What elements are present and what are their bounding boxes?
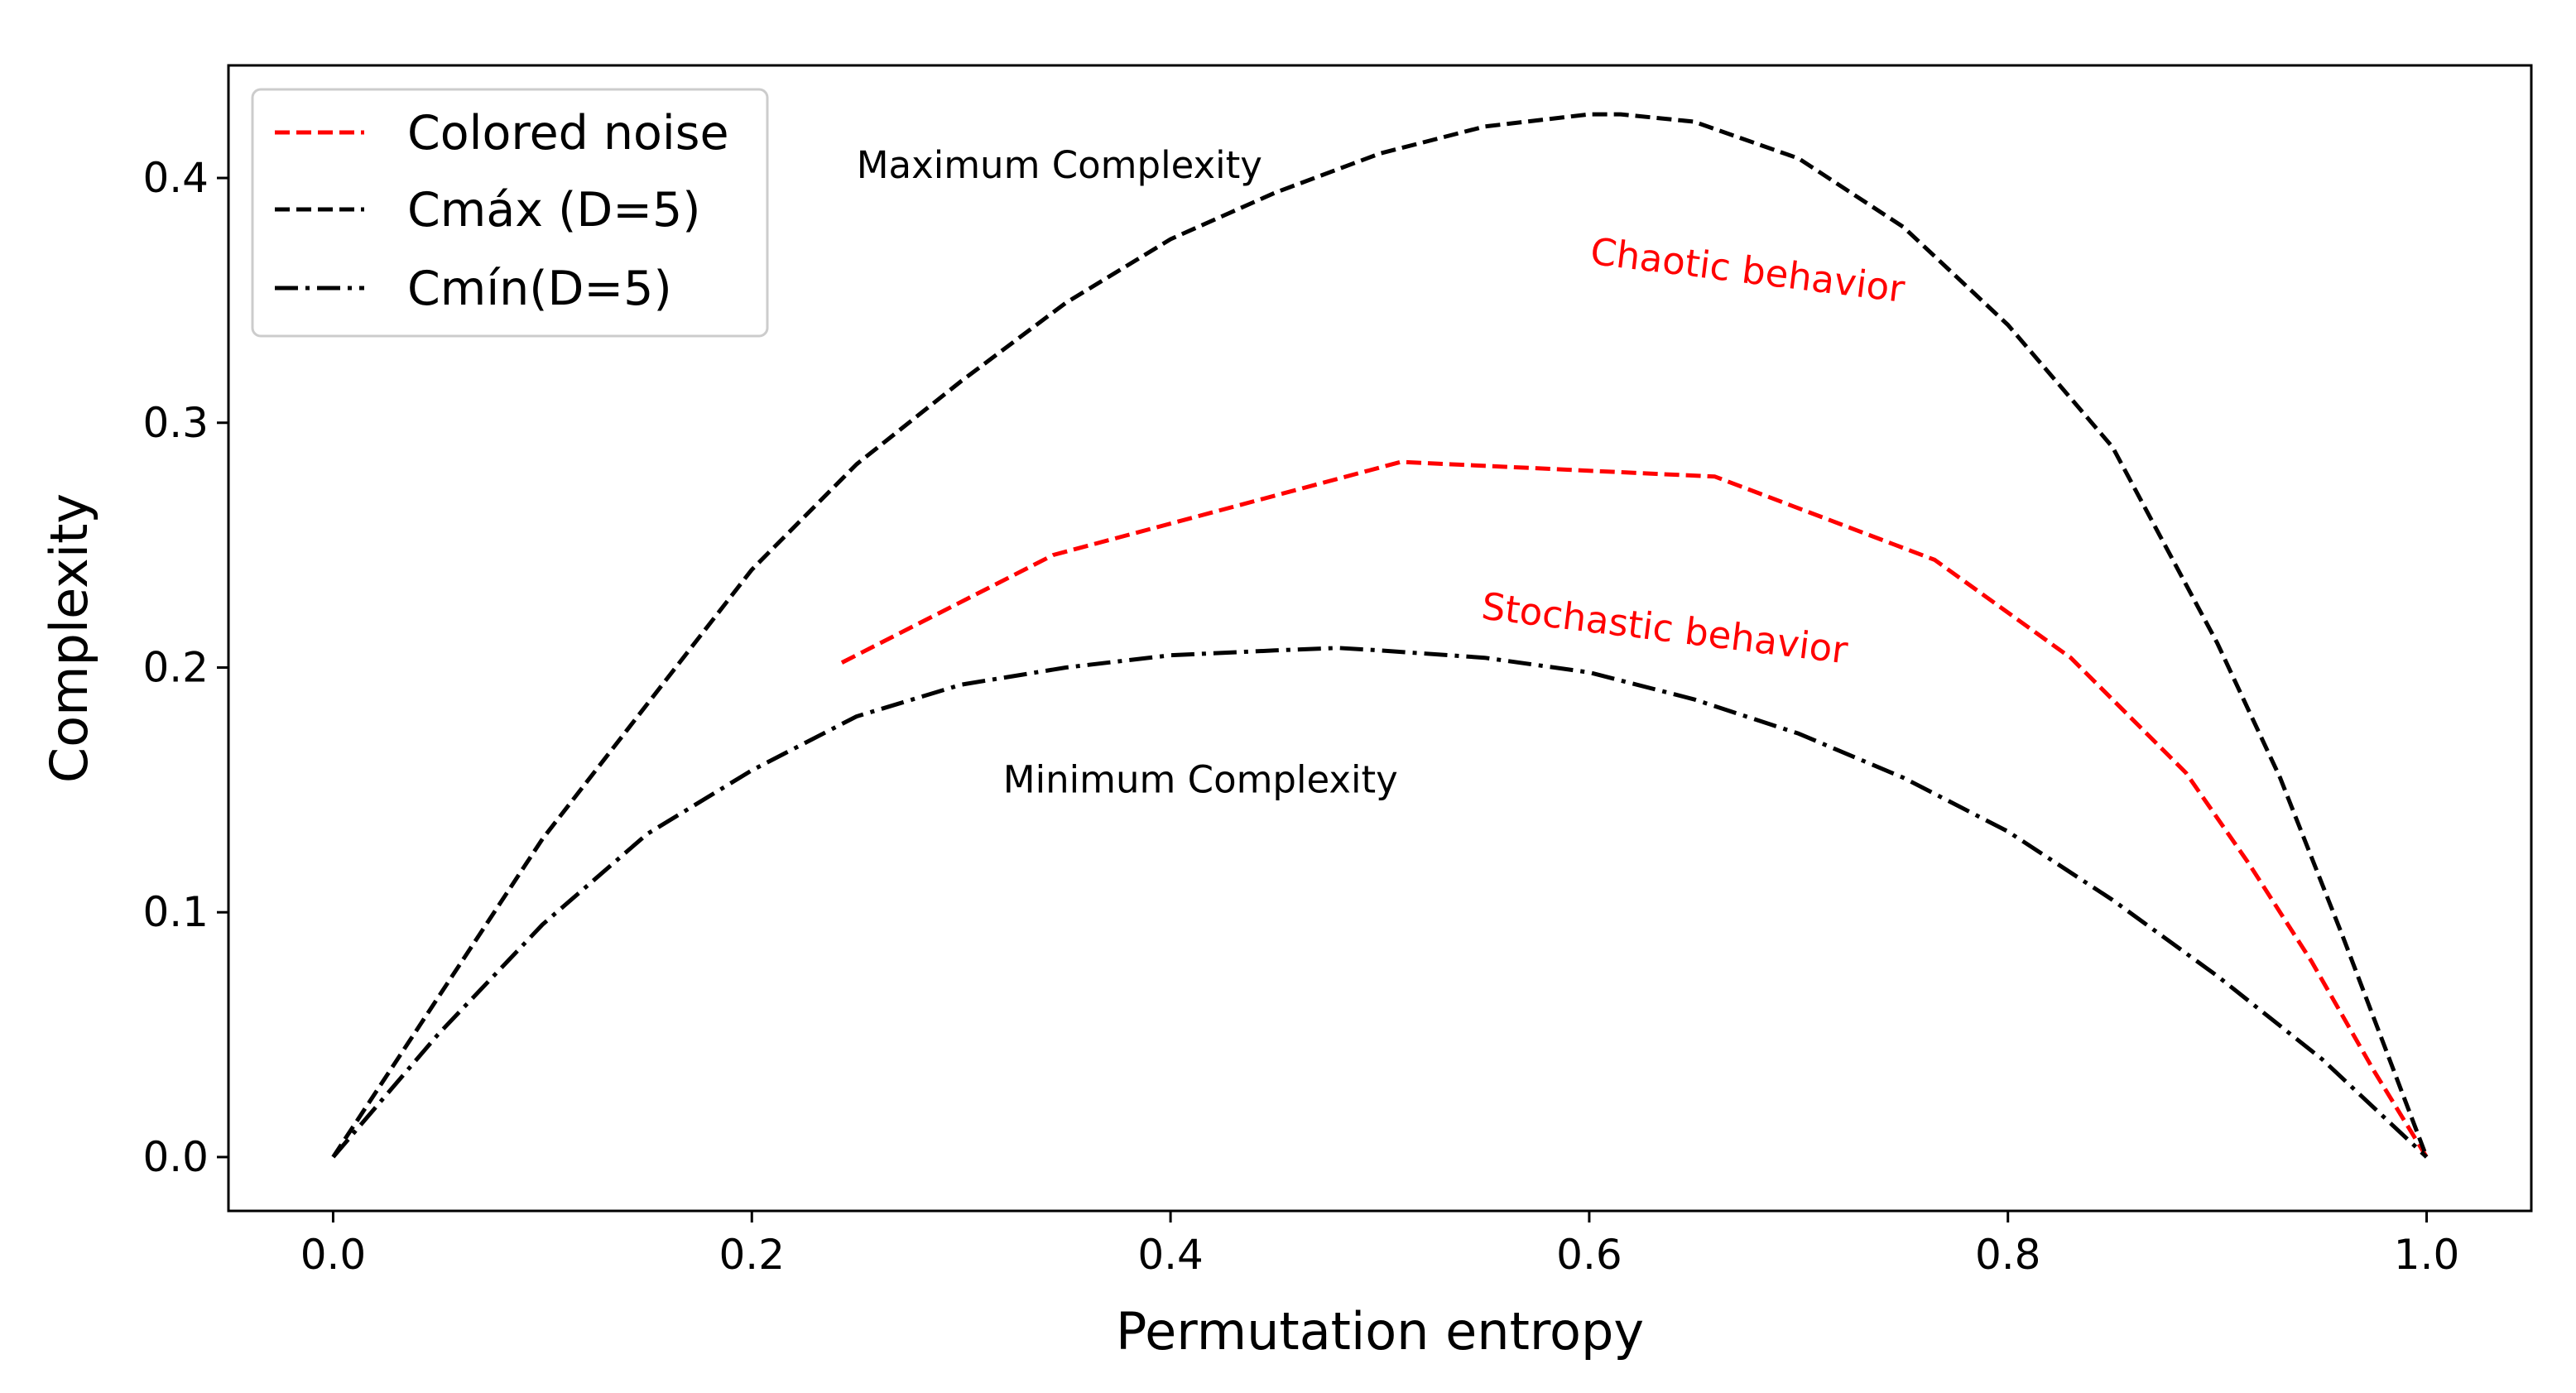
annotation-minimum-complexity: Minimum Complexity xyxy=(1003,757,1398,801)
series-layer xyxy=(331,112,2429,1159)
axis-layer: 0.0 0.2 0.4 0.6 0.8 1.0 0.0 0.1 0.2 0.3 0.4 xyxy=(142,154,2459,1279)
x-tick-label: 0.0 xyxy=(300,1231,367,1279)
x-tick-label: 0.6 xyxy=(1556,1231,1622,1279)
legend-label-cmin: Cmín(D=5) xyxy=(407,262,672,316)
y-tick-label: 0.4 xyxy=(142,154,209,202)
plot-frame xyxy=(227,64,2533,1213)
y-tick-label: 0.3 xyxy=(142,399,209,447)
series-line-colored-noise xyxy=(840,459,2429,1159)
x-tick-label: 1.0 xyxy=(2394,1231,2460,1279)
legend-box xyxy=(251,88,769,338)
y-tick-label: 0.1 xyxy=(142,888,209,936)
x-tick-label: 0.8 xyxy=(1975,1231,2041,1279)
y-tick-label: 0.2 xyxy=(142,643,209,691)
legend-label-cmax: Cmáx (D=5) xyxy=(407,183,701,238)
legend-label-colored-noise: Colored noise xyxy=(407,106,729,161)
series-line-cmax-d-5 xyxy=(331,112,2429,1159)
x-axis-label: Permutation entropy xyxy=(1116,1301,1644,1362)
series-line-cmin-d-5 xyxy=(331,646,2429,1159)
x-tick-label: 0.2 xyxy=(719,1231,786,1279)
y-tick-label: 0.0 xyxy=(142,1133,209,1181)
annotation-maximum-complexity: Maximum Complexity xyxy=(857,143,1262,187)
legend: Colored noise Cmáx (D=5) Cmín(D=5) xyxy=(251,88,769,338)
y-axis-label: Complexity xyxy=(39,493,99,783)
x-tick-label: 0.4 xyxy=(1137,1231,1204,1279)
